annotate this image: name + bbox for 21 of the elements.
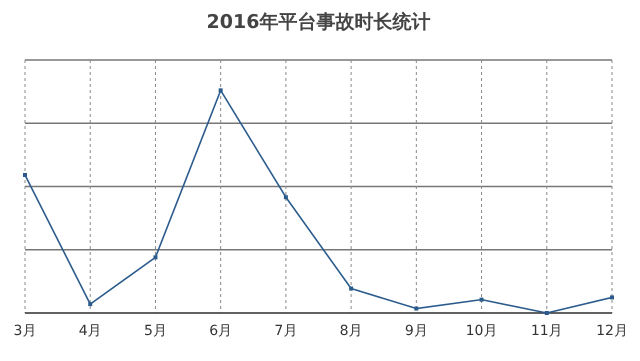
point xyxy=(23,172,27,177)
x-tick-label: 5月 xyxy=(144,323,167,339)
x-tick-label: 10月 xyxy=(466,323,498,339)
point xyxy=(349,286,354,291)
x-tick-label: 9月 xyxy=(404,323,428,339)
point xyxy=(480,298,484,302)
x-tick-label: 3月 xyxy=(14,323,36,339)
point xyxy=(414,306,418,311)
x-tick-label: 7月 xyxy=(274,323,298,339)
x-tick-label: 6月 xyxy=(209,323,232,339)
x-tick-label: 11月 xyxy=(530,323,563,339)
point xyxy=(218,88,223,92)
point xyxy=(88,302,92,306)
x-tick-label: 4月 xyxy=(78,323,102,339)
chart-title: 2016年平台事故时长统计 xyxy=(206,11,430,33)
x-tick-label: 12月 xyxy=(596,323,628,339)
x-tick-label: 8月 xyxy=(340,323,363,339)
point xyxy=(153,255,158,260)
point xyxy=(544,311,549,315)
point xyxy=(284,195,288,200)
point xyxy=(610,295,614,300)
